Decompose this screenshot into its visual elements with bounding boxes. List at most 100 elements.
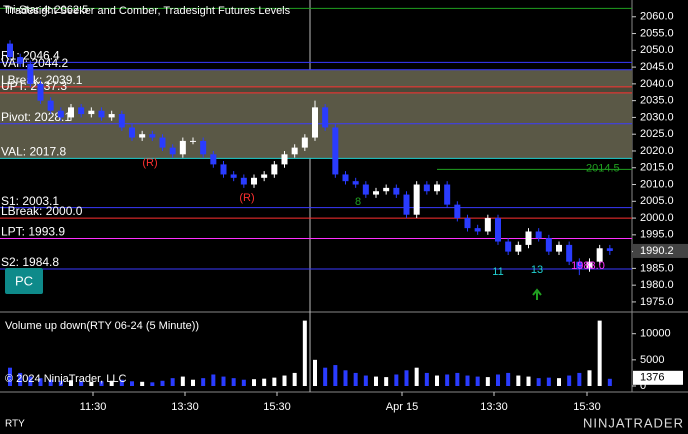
level-label: UPT: 2037.3 bbox=[1, 79, 67, 93]
volume-bar bbox=[140, 381, 145, 386]
candle-body bbox=[525, 231, 532, 245]
volume-bar bbox=[8, 367, 12, 386]
volume-bar bbox=[262, 378, 267, 386]
volume-bar bbox=[496, 374, 500, 386]
volume-bar bbox=[557, 378, 561, 386]
volume-bar bbox=[201, 378, 206, 386]
last-price-box bbox=[633, 243, 688, 258]
top-label: Tri-Star 4: 2062.5 bbox=[3, 4, 88, 16]
volume-bar bbox=[252, 379, 256, 386]
candle-body bbox=[464, 218, 471, 229]
volume-bar bbox=[313, 359, 317, 386]
volume-bar bbox=[130, 381, 134, 386]
volume-bar bbox=[38, 378, 43, 386]
volume-bar bbox=[180, 376, 185, 386]
candle-body bbox=[159, 137, 166, 148]
candle-body bbox=[586, 261, 593, 269]
candle-body bbox=[78, 107, 85, 115]
candle-body bbox=[444, 184, 451, 205]
last-price: 1990.2 bbox=[640, 245, 674, 257]
time-label: 11:30 bbox=[80, 401, 107, 413]
last-volume: 1376 bbox=[640, 372, 664, 384]
candle-body bbox=[322, 107, 329, 128]
candle-body bbox=[576, 261, 583, 269]
candle-body bbox=[545, 238, 552, 252]
pc-button-label[interactable]: PC bbox=[15, 273, 33, 288]
candle-body bbox=[88, 110, 95, 115]
volume-bar bbox=[119, 379, 124, 386]
volume-bar bbox=[455, 372, 460, 386]
candle-body bbox=[17, 57, 24, 64]
volume-bar bbox=[79, 381, 84, 386]
candle-body bbox=[240, 177, 247, 185]
volume-bar bbox=[302, 320, 307, 386]
candle-body bbox=[413, 184, 420, 215]
volume-bar bbox=[353, 372, 358, 386]
candle-body bbox=[352, 181, 359, 185]
volume-bar bbox=[374, 376, 378, 386]
candle-body bbox=[484, 218, 491, 232]
y-tick-label: 2005.0 bbox=[640, 195, 674, 207]
level-label: S1: 2003.1 bbox=[1, 194, 59, 208]
volume-bar bbox=[170, 378, 175, 386]
volume-bar bbox=[28, 376, 33, 386]
volume-bar bbox=[607, 378, 612, 386]
candle-body bbox=[556, 244, 562, 252]
volume-tick-label: 5000 bbox=[640, 354, 664, 366]
candle-body bbox=[281, 154, 288, 165]
volume-bar bbox=[211, 374, 216, 386]
y-tick-label: 2030.0 bbox=[640, 111, 674, 123]
candle-body bbox=[179, 140, 186, 155]
volume-bar bbox=[18, 372, 23, 386]
volume-bar bbox=[536, 378, 541, 386]
candle-body bbox=[139, 134, 146, 138]
candle-body bbox=[566, 244, 573, 262]
volume-bar bbox=[445, 374, 450, 386]
logo: NINJATRADER bbox=[583, 415, 684, 430]
candle-body bbox=[434, 184, 440, 192]
candle-body bbox=[37, 83, 44, 101]
volume-bar bbox=[526, 376, 531, 386]
level-label: VAL: 2017.8 bbox=[1, 145, 66, 159]
candle-body bbox=[118, 114, 125, 128]
candle-body bbox=[68, 107, 74, 118]
volume-bar bbox=[384, 377, 389, 386]
annotation: 8 bbox=[355, 196, 361, 208]
candle-body bbox=[474, 228, 481, 232]
candle-body bbox=[596, 248, 603, 262]
candle-body bbox=[515, 244, 522, 252]
candle-body bbox=[301, 137, 308, 148]
volume-bar bbox=[150, 382, 155, 386]
candle-body bbox=[220, 164, 227, 175]
volume-tick-label: 0 bbox=[640, 380, 646, 392]
y-tick-label: 2040.0 bbox=[640, 78, 674, 90]
volume-bar bbox=[567, 375, 572, 386]
volume-bar bbox=[475, 376, 480, 386]
candle-body bbox=[200, 140, 207, 155]
y-tick-label: 1995.0 bbox=[640, 229, 674, 241]
volume-bar bbox=[435, 375, 439, 386]
volume-bar bbox=[231, 378, 236, 386]
volume-bar bbox=[292, 372, 297, 386]
volume-bar bbox=[465, 375, 470, 386]
y-tick-label: 1980.0 bbox=[640, 279, 674, 291]
annotation: (R) bbox=[142, 157, 157, 169]
time-label: 15:30 bbox=[573, 401, 601, 413]
y-tick-label: 2000.0 bbox=[640, 212, 674, 224]
volume-bar bbox=[109, 380, 114, 386]
pc-button[interactable] bbox=[5, 268, 43, 294]
candle-body bbox=[423, 184, 430, 192]
candle-body bbox=[291, 147, 298, 155]
level-label: LPT: 1993.9 bbox=[1, 225, 65, 239]
volume-bar bbox=[69, 380, 73, 386]
annotation: 1983.0 bbox=[571, 260, 605, 272]
volume-bar bbox=[282, 375, 287, 386]
volume-bar bbox=[221, 376, 226, 386]
volume-bar bbox=[191, 379, 195, 386]
level-label: Pivot: 2028.1 bbox=[1, 110, 71, 124]
candle-body bbox=[393, 187, 400, 195]
candle-body bbox=[362, 184, 369, 195]
candle-body bbox=[57, 110, 64, 118]
copyright: © 2024 NinjaTrader, LLC bbox=[5, 373, 126, 385]
